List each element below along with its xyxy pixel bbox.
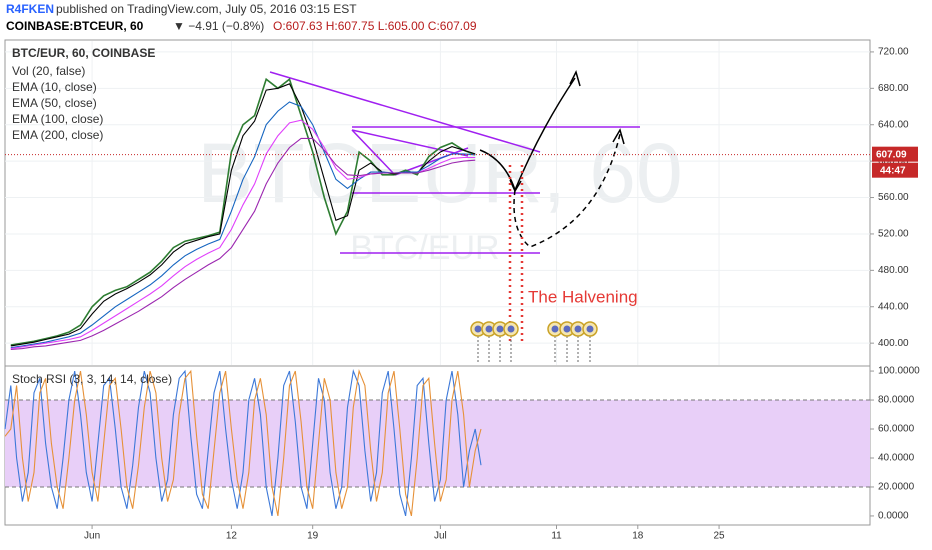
y-tick-label: 680.00 — [878, 83, 909, 94]
y-tick-label: 640.00 — [878, 119, 909, 130]
legend-entry: EMA (10, close) — [12, 80, 97, 94]
y-tick-label: 60.0000 — [878, 424, 915, 435]
countdown-box — [872, 162, 918, 178]
legend-entry: EMA (200, close) — [12, 128, 103, 142]
drawing — [586, 325, 594, 333]
legend-entry: EMA (50, close) — [12, 96, 97, 110]
drawing — [351, 129, 396, 176]
x-tick-label: Jun — [84, 531, 100, 542]
drawing — [496, 325, 504, 333]
series-line — [4, 369, 482, 517]
drawing — [507, 325, 515, 333]
x-tick-label: 19 — [307, 531, 319, 542]
drawing — [509, 179, 522, 193]
y-tick-label: 720.00 — [878, 47, 909, 58]
y-tick-label: 20.0000 — [878, 482, 915, 493]
x-tick-label: 11 — [551, 531, 562, 542]
drawing — [513, 133, 621, 248]
y-tick-label: 80.0000 — [878, 395, 915, 406]
drawing — [569, 69, 581, 87]
drawing — [351, 129, 469, 157]
x-tick-label: Jul — [434, 531, 447, 542]
drawings — [269, 69, 640, 362]
drawing — [574, 325, 582, 333]
frame — [4, 39, 871, 526]
y-tick-label: 440.00 — [878, 301, 909, 312]
ohlc: O:607.63 H:607.75 L:605.00 C:607.09 — [273, 19, 477, 33]
drawing — [479, 77, 576, 193]
y-tick-label: 400.00 — [878, 338, 909, 349]
drawing — [485, 325, 493, 333]
legend-entry: Vol (20, false) — [12, 64, 85, 78]
price-label: 607.09 — [876, 149, 907, 160]
y-tick-label: 520.00 — [878, 229, 909, 240]
x-tick-label: 25 — [713, 531, 725, 542]
y-tick-label: 40.0000 — [878, 453, 915, 464]
series-line — [4, 369, 482, 517]
x-tick-label: 12 — [226, 531, 238, 542]
annotation: The Halvening — [528, 287, 638, 306]
published: published on TradingView.com, July 05, 2… — [56, 2, 357, 16]
y-tick-label: 480.00 — [878, 265, 909, 276]
drawing — [269, 71, 541, 153]
countdown: 44:47 — [880, 165, 906, 176]
pane-title: Stoch RSI (3, 3, 14, 14, close) — [12, 372, 172, 386]
x-tick-label: 18 — [632, 531, 644, 542]
drawing — [474, 325, 482, 333]
drawing — [551, 325, 559, 333]
y-tick-label: 560.00 — [878, 192, 909, 203]
series-line — [10, 137, 476, 351]
watermark-sub: BTC/EUR — [350, 229, 499, 267]
y-tick-label: 100.0000 — [878, 366, 920, 377]
drawing — [563, 325, 571, 333]
y-tick-label: 0.0000 — [878, 511, 909, 522]
legend-entry: EMA (100, close) — [12, 112, 103, 126]
pane-title: BTC/EUR, 60, COINBASE — [12, 46, 155, 60]
change: ▼ −4.91 (−0.8%) — [173, 19, 264, 33]
price-box — [872, 146, 918, 162]
publisher: R4FKEN — [6, 2, 54, 16]
drawing — [612, 128, 625, 145]
symbol: COINBASE:BTCEUR, 60 — [6, 19, 144, 33]
